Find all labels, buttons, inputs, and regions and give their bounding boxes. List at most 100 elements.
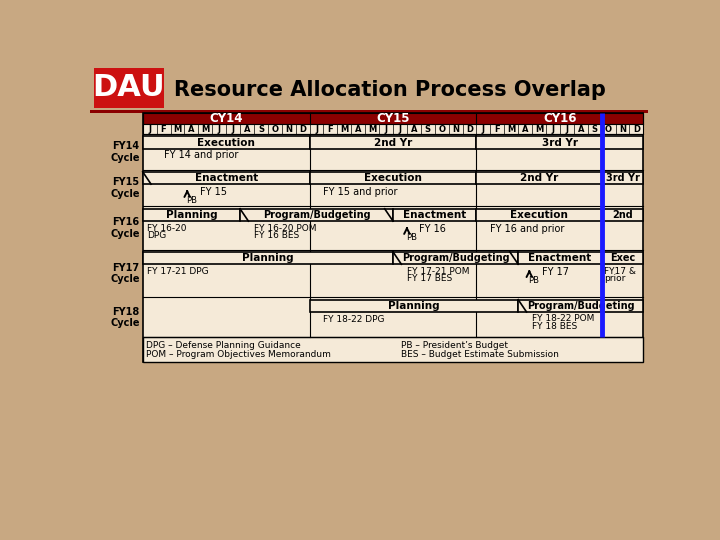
Bar: [143, 124, 644, 134]
Bar: [477, 137, 644, 148]
Text: M: M: [341, 125, 348, 133]
Bar: [393, 209, 477, 221]
Text: CY14: CY14: [210, 112, 243, 125]
Text: FY18
Cycle: FY18 Cycle: [110, 307, 140, 328]
Text: POM – Program Objectives Memorandum: POM – Program Objectives Memorandum: [145, 350, 330, 359]
Text: FY 16-20: FY 16-20: [147, 224, 186, 233]
Bar: [94, 68, 163, 108]
Text: DPG – Defense Planning Guidance: DPG – Defense Planning Guidance: [145, 341, 300, 349]
Text: FY17
Cycle: FY17 Cycle: [110, 262, 140, 284]
Text: J: J: [217, 125, 221, 133]
Text: Execution: Execution: [364, 173, 422, 183]
Text: M: M: [368, 125, 377, 133]
Text: DAU: DAU: [92, 73, 165, 103]
Bar: [90, 110, 648, 112]
Text: FY 18 BES: FY 18 BES: [532, 322, 577, 331]
Text: F: F: [161, 125, 166, 133]
Text: Enactment: Enactment: [403, 210, 467, 220]
Text: M: M: [201, 125, 210, 133]
Text: S: S: [425, 125, 431, 133]
Text: DPG: DPG: [147, 231, 166, 240]
Bar: [393, 252, 518, 264]
Text: F: F: [495, 125, 500, 133]
Text: FY14
Cycle: FY14 Cycle: [110, 141, 140, 163]
Text: J: J: [398, 125, 402, 133]
Bar: [310, 137, 477, 148]
Text: O: O: [605, 125, 612, 133]
Text: CY16: CY16: [543, 112, 577, 125]
Bar: [602, 252, 644, 264]
Bar: [518, 252, 602, 264]
Text: FY 16 and prior: FY 16 and prior: [490, 224, 564, 234]
Bar: [143, 252, 393, 264]
Text: D: D: [633, 125, 640, 133]
Bar: [143, 338, 644, 362]
Text: PB: PB: [528, 276, 539, 285]
Text: FY 18-22 DPG: FY 18-22 DPG: [323, 315, 385, 324]
Text: 2nd: 2nd: [612, 210, 633, 220]
Text: N: N: [619, 125, 626, 133]
Text: BES – Budget Estimate Submission: BES – Budget Estimate Submission: [401, 350, 559, 359]
Bar: [310, 172, 477, 184]
Text: O: O: [438, 125, 445, 133]
Text: Exec: Exec: [610, 253, 635, 263]
Text: O: O: [271, 125, 279, 133]
Text: D: D: [466, 125, 473, 133]
Bar: [477, 209, 602, 221]
Text: A: A: [410, 125, 417, 133]
Text: Planning: Planning: [166, 210, 217, 220]
Text: J: J: [482, 125, 485, 133]
Text: CY15: CY15: [377, 112, 410, 125]
Text: M: M: [535, 125, 543, 133]
Bar: [602, 209, 644, 221]
Text: PB: PB: [186, 195, 197, 205]
Bar: [143, 172, 310, 184]
Text: J: J: [315, 125, 318, 133]
Text: J: J: [232, 125, 235, 133]
Text: J: J: [148, 125, 151, 133]
Text: PB: PB: [406, 233, 417, 242]
Text: S: S: [258, 125, 264, 133]
Text: Planning: Planning: [388, 301, 440, 311]
Text: Program/Budgeting: Program/Budgeting: [402, 253, 510, 263]
Text: FY16
Cycle: FY16 Cycle: [110, 217, 140, 239]
Bar: [143, 209, 240, 221]
Bar: [90, 65, 648, 112]
Text: FY 17-21 DPG: FY 17-21 DPG: [147, 267, 209, 276]
Text: prior: prior: [604, 274, 626, 284]
Bar: [143, 112, 644, 362]
Text: J: J: [552, 125, 554, 133]
Bar: [518, 300, 644, 312]
Text: J: J: [565, 125, 568, 133]
Text: 2nd Yr: 2nd Yr: [374, 138, 412, 147]
Text: A: A: [577, 125, 584, 133]
Text: 2nd Yr: 2nd Yr: [520, 173, 558, 183]
Text: Planning: Planning: [242, 253, 294, 263]
Text: D: D: [299, 125, 306, 133]
Text: M: M: [507, 125, 516, 133]
Bar: [143, 112, 644, 124]
Text: FY 16 BES: FY 16 BES: [254, 231, 300, 240]
Text: FY 17: FY 17: [542, 267, 569, 277]
Text: FY 17-21 POM: FY 17-21 POM: [407, 267, 469, 275]
Text: Execution: Execution: [510, 210, 568, 220]
Text: FY 14 and prior: FY 14 and prior: [163, 150, 238, 160]
Text: M: M: [174, 125, 181, 133]
Text: Execution: Execution: [197, 138, 255, 147]
Text: Enactment: Enactment: [528, 253, 592, 263]
Text: FY 15 and prior: FY 15 and prior: [323, 187, 398, 197]
Bar: [240, 209, 393, 221]
Text: 3rd Yr: 3rd Yr: [542, 138, 578, 147]
Bar: [143, 137, 310, 148]
Bar: [477, 172, 602, 184]
Text: PB – President’s Budget: PB – President’s Budget: [401, 341, 508, 349]
Text: FY15
Cycle: FY15 Cycle: [110, 177, 140, 199]
Text: Program/Budgeting: Program/Budgeting: [263, 210, 370, 220]
Text: N: N: [452, 125, 459, 133]
Text: FY17 &: FY17 &: [604, 267, 636, 275]
Text: N: N: [285, 125, 292, 133]
Text: Enactment: Enactment: [194, 173, 258, 183]
Text: FY 15: FY 15: [199, 187, 227, 197]
Text: Program/Budgeting: Program/Budgeting: [527, 301, 634, 311]
Bar: [310, 300, 518, 312]
